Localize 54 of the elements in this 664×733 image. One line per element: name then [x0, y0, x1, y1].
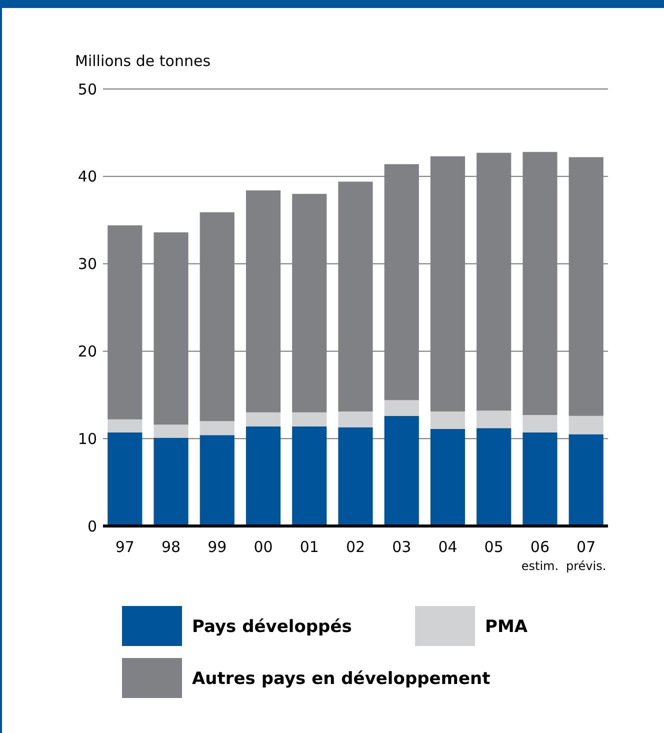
bar [430, 428, 466, 526]
x-tick-label: 98 [161, 538, 181, 556]
bar [568, 434, 604, 526]
bar [108, 225, 142, 420]
bar [154, 438, 188, 526]
bar [154, 424, 188, 438]
bar [338, 412, 373, 428]
bar [154, 232, 188, 425]
bar [522, 415, 558, 432]
bar [338, 182, 373, 412]
legend-label: PMA [485, 616, 528, 637]
bar [568, 416, 604, 434]
bar [476, 428, 512, 526]
bar [200, 435, 234, 526]
x-tick-label: 00 [254, 538, 273, 556]
bar [200, 212, 234, 422]
y-axis-title: Millions de tonnes [75, 52, 211, 70]
bar [384, 416, 419, 526]
y-tick-label: 20 [78, 342, 97, 360]
bar [384, 400, 419, 416]
y-tick-label: 30 [78, 255, 97, 274]
x-tick-label: 03 [392, 538, 412, 556]
y-tick-label: 40 [78, 168, 97, 186]
bar [200, 421, 234, 436]
x-tick-label: 07 prévis. [566, 538, 606, 573]
y-tick-label: 50 [78, 80, 97, 98]
bar [292, 194, 327, 412]
x-tick-label: 01 [300, 538, 319, 556]
y-tick-label: 10 [78, 430, 97, 448]
legend-label: Autres pays en développement [192, 668, 490, 689]
bar [430, 412, 466, 429]
bar [430, 156, 466, 412]
legend-label: Pays développés [192, 616, 352, 637]
bar [522, 432, 558, 526]
x-tick-label: 05 [484, 538, 504, 556]
x-tick-label: 97 [115, 538, 134, 556]
x-tick-label: 99 [208, 538, 227, 556]
x-tick-label: 04 [438, 538, 458, 556]
bar [246, 412, 281, 426]
bar [246, 190, 281, 412]
y-tick-label: 0 [87, 517, 97, 536]
bar [292, 426, 327, 526]
x-tick-label: 06 estim. [521, 538, 559, 573]
bar [108, 432, 142, 526]
bar [476, 152, 512, 411]
bar [476, 410, 512, 428]
bar [568, 157, 604, 416]
bar [108, 419, 142, 432]
bar [338, 427, 373, 526]
bar [292, 412, 327, 426]
x-tick-label: 02 [346, 538, 366, 556]
bar [384, 164, 419, 400]
bar [522, 152, 558, 415]
bar [246, 426, 281, 526]
